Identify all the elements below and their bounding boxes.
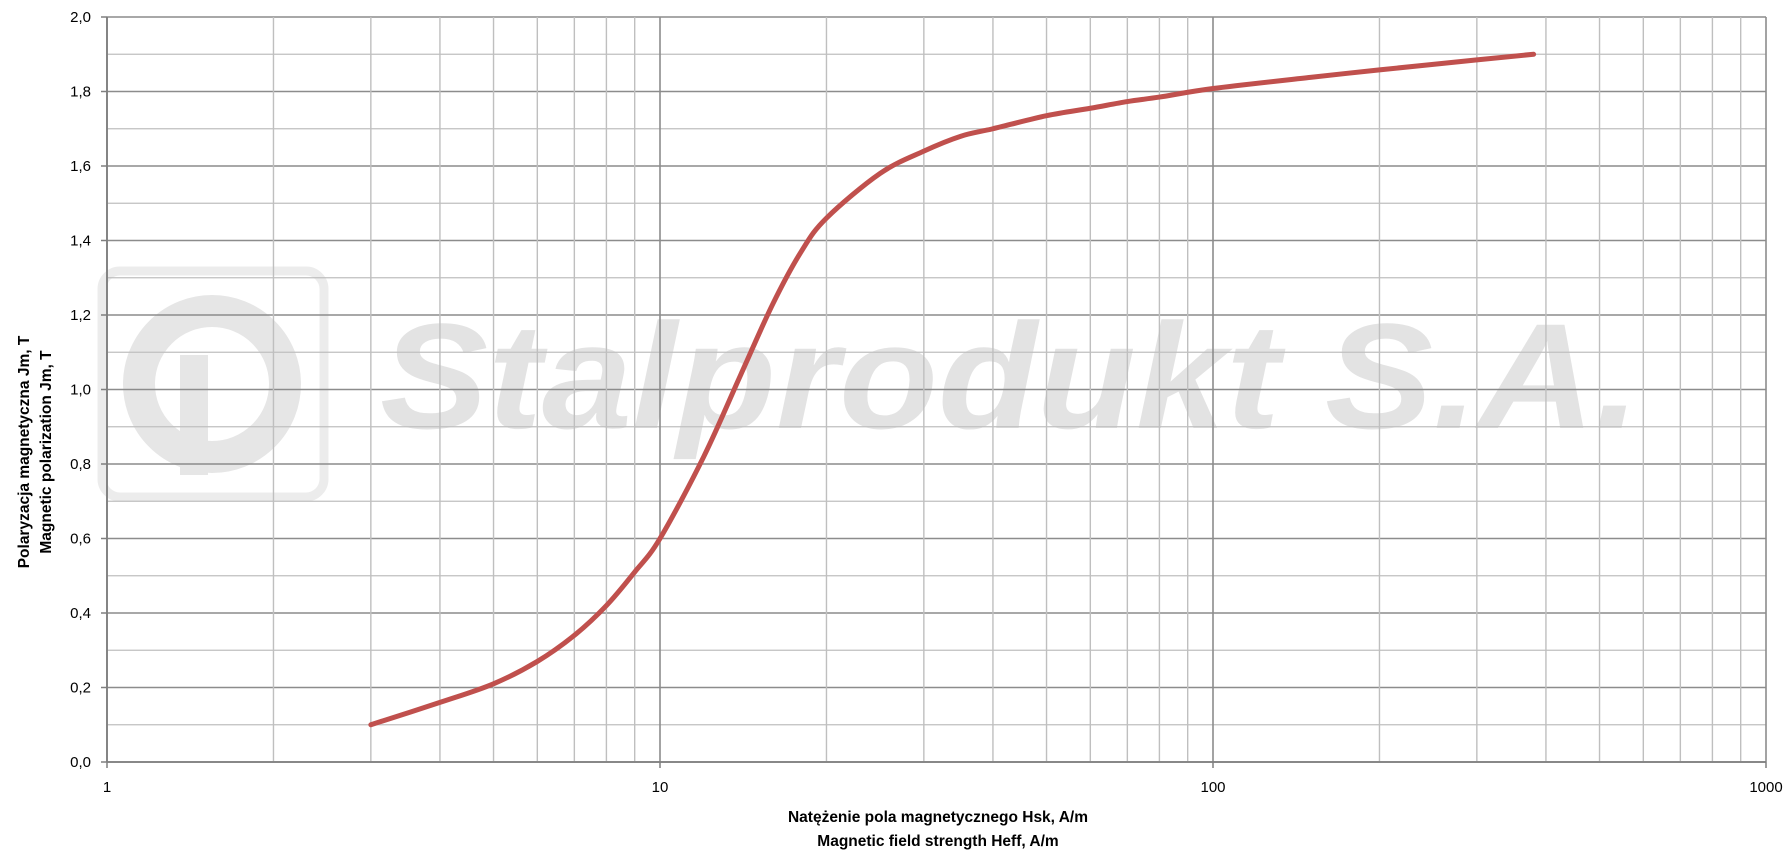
y-axis-ticks: 0,0 0,2 0,4 0,6 0,8 1,0 1,2 1,4 1,6 1,8 2,0 — [70, 9, 107, 771]
y-tick-label: 0,0 — [70, 754, 91, 771]
watermark-logo-stem — [180, 355, 208, 475]
y-tick-label: 2,0 — [70, 9, 91, 26]
x-axis-title-line2: Magnetic field strength Heff, A/m — [817, 833, 1058, 850]
series-line-0 — [368, 51, 1537, 728]
y-tick-label: 1,6 — [70, 158, 91, 175]
y-tick-label: 1,4 — [70, 233, 91, 250]
grid — [106, 16, 1767, 763]
x-tick-label: 1000 — [1749, 779, 1782, 796]
y-tick-label: 1,0 — [70, 382, 91, 399]
watermark-logo: Stalprodukt S.A. — [97, 266, 1640, 502]
x-axis-ticks: 1 10 100 1000 — [103, 762, 1783, 796]
watermark-logo-ring — [123, 295, 301, 473]
x-tick-label: 100 — [1200, 779, 1225, 796]
x-tick-label: 10 — [652, 779, 669, 796]
series-group — [368, 51, 1537, 728]
y-tick-label: 0,2 — [70, 680, 91, 697]
y-axis-title-line2: Magnetic polarization Jm, T — [38, 350, 55, 554]
y-tick-label: 0,6 — [70, 531, 91, 548]
axis-titles: Natężenie pola magnetycznego Hsk, A/m Ma… — [16, 335, 1088, 850]
y-tick-label: 1,2 — [70, 307, 91, 324]
y-tick-label: 1,8 — [70, 84, 91, 101]
x-tick-label: 1 — [103, 779, 111, 796]
x-axis-title-line1: Natężenie pola magnetycznego Hsk, A/m — [788, 809, 1088, 826]
y-tick-label: 0,4 — [70, 605, 91, 622]
watermark-logo-frame — [97, 266, 329, 502]
watermark-text: Stalprodukt S.A. — [380, 292, 1640, 460]
y-tick-label: 0,8 — [70, 456, 91, 473]
y-axis-title-line1: Polaryzacja magnetyczna Jm, T — [16, 335, 33, 568]
